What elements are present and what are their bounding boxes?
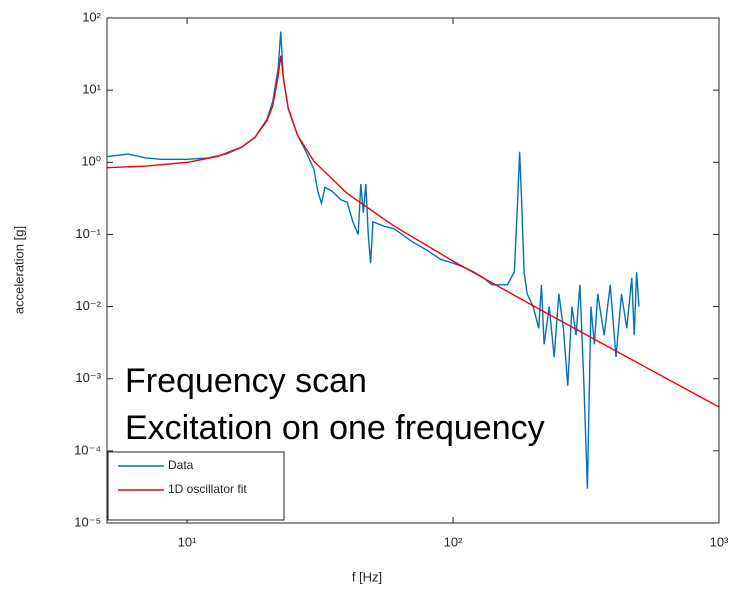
legend-label: 1D oscillator fit [168,482,247,496]
y-tick-label: 10⁻⁵ [74,514,101,529]
x-tick-label: 10² [444,534,463,549]
y-tick-label: 10² [82,9,101,24]
y-tick-label: 10⁻⁴ [74,442,101,457]
annotation: Frequency scan [125,362,367,400]
plot-frame [106,17,720,524]
x-tick-label: 10¹ [178,534,197,549]
x-axis-label: f [Hz] [352,569,382,584]
y-tick-label: 10¹ [82,82,101,97]
data-line [106,55,720,408]
legend-label: Data [168,458,194,472]
data-line [106,31,640,489]
y-tick-label: 10⁰ [81,154,101,169]
x-tick-label: 10³ [710,534,729,549]
y-tick-label: 10⁻³ [75,370,101,385]
y-axis-label: acceleration [g] [11,226,26,314]
annotation: Excitation on one frequency [125,409,545,447]
y-tick-label: 10⁻¹ [75,226,101,241]
y-tick-label: 10⁻² [75,298,101,313]
legend-box [107,451,285,521]
